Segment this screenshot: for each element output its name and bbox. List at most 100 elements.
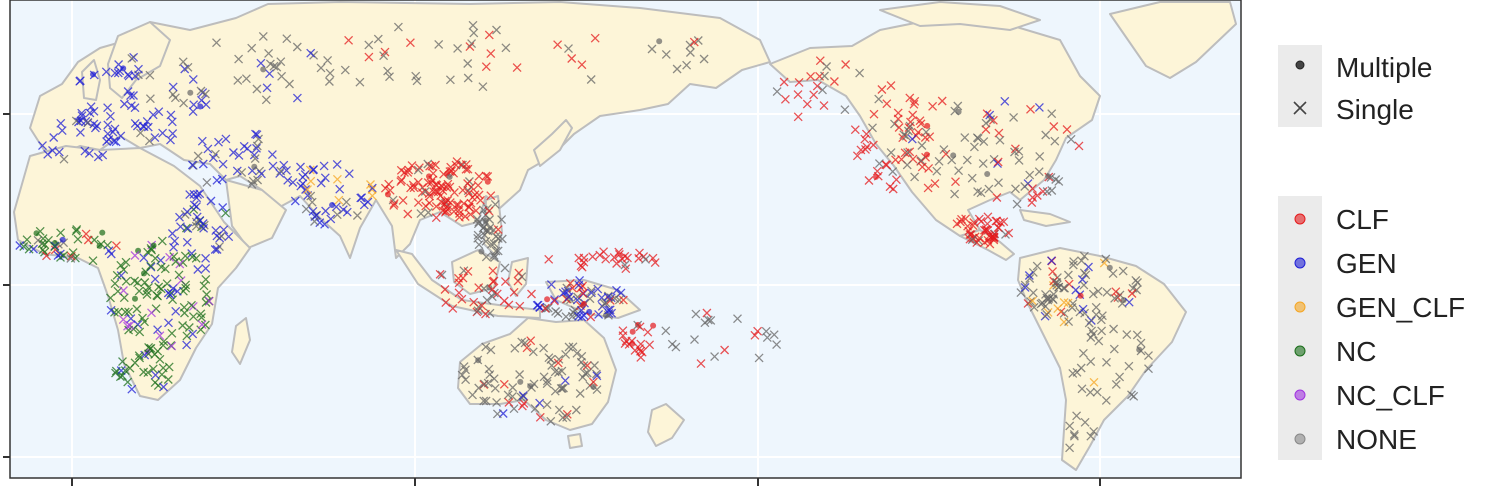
point-single: [50, 245, 60, 255]
point-single: [130, 251, 140, 260]
point-single: [585, 294, 595, 304]
point-single: [491, 246, 501, 256]
point-single: [588, 377, 598, 387]
point-single: [206, 196, 216, 206]
point-single: [1118, 266, 1128, 276]
point-single: [517, 401, 527, 411]
point-single: [1069, 431, 1079, 441]
point-single: [210, 245, 220, 254]
point-single: [623, 253, 632, 263]
point-single: [917, 162, 927, 172]
point-single: [403, 167, 413, 177]
point-single: [469, 28, 479, 38]
point-single: [110, 279, 120, 289]
point-single: [342, 207, 352, 217]
point-single: [954, 166, 964, 176]
point-single: [103, 240, 113, 250]
point-single: [869, 109, 879, 119]
point-single: [420, 186, 430, 196]
point-single: [588, 252, 598, 262]
point-single: [389, 200, 399, 210]
point-single: [443, 179, 453, 189]
legend-shape-background: [1278, 45, 1322, 127]
point-single: [939, 145, 949, 155]
point-single: [175, 212, 184, 222]
point-single: [134, 64, 143, 74]
point-single: [75, 76, 85, 86]
point-single: [551, 307, 561, 316]
point-single: [861, 129, 871, 139]
point-single: [440, 285, 450, 294]
point-single: [544, 353, 554, 363]
point-single: [367, 191, 377, 201]
point-single: [1078, 304, 1088, 314]
point-single: [118, 357, 127, 367]
point-single: [132, 304, 142, 314]
point-single: [157, 236, 167, 246]
land-japan: [533, 119, 573, 167]
point-single: [233, 75, 243, 85]
point-single: [275, 168, 285, 178]
point-single: [544, 254, 554, 264]
point-single: [463, 164, 473, 174]
point-single: [574, 280, 584, 290]
point-single: [508, 391, 517, 401]
point-single: [214, 242, 224, 252]
point-single: [1016, 288, 1026, 298]
point-multiple: [955, 108, 962, 115]
point-single: [90, 123, 100, 133]
point-single: [1102, 287, 1112, 297]
point-single: [614, 249, 624, 259]
point-single: [1080, 417, 1090, 427]
point-single: [1108, 269, 1118, 279]
point-single: [285, 79, 294, 89]
point-single: [769, 330, 779, 340]
point-single: [925, 132, 935, 142]
point-single: [793, 90, 803, 100]
point-single: [356, 193, 366, 203]
point-single: [473, 230, 483, 240]
point-single: [560, 376, 570, 386]
point-single: [454, 288, 464, 298]
point-single: [175, 259, 185, 269]
point-single: [579, 361, 589, 371]
point-single: [486, 239, 496, 249]
point-single: [672, 64, 682, 74]
point-single: [612, 285, 621, 295]
legend-label-nc: NC: [1336, 336, 1376, 367]
point-single: [201, 263, 211, 273]
point-single: [144, 342, 154, 352]
point-single: [829, 77, 839, 86]
point-single: [780, 94, 790, 104]
point-single: [404, 165, 414, 175]
point-single: [74, 117, 83, 127]
point-single: [559, 383, 568, 393]
point-single: [819, 101, 829, 111]
axis-ticks: [3, 113, 1101, 486]
point-single: [510, 343, 520, 353]
point-single: [252, 130, 262, 140]
point-single: [182, 331, 192, 341]
point-single: [140, 317, 149, 327]
point-single: [960, 133, 970, 143]
point-single: [915, 116, 925, 126]
point-single: [577, 351, 587, 361]
point-single: [189, 100, 199, 110]
point-single: [456, 160, 466, 170]
point-single: [303, 185, 312, 195]
point-single: [301, 204, 311, 214]
point-single: [135, 327, 145, 337]
point-single: [464, 202, 474, 212]
point-single: [83, 118, 93, 128]
point-single: [171, 257, 181, 266]
point-single: [546, 280, 556, 290]
point-single: [459, 199, 469, 209]
point-single: [1117, 298, 1127, 308]
point-single: [250, 154, 260, 164]
point-single: [1115, 372, 1125, 382]
point-single: [772, 340, 782, 350]
point-single: [894, 123, 904, 132]
point-single: [967, 235, 977, 245]
point-multiple: [141, 270, 147, 277]
point-single: [916, 119, 926, 129]
